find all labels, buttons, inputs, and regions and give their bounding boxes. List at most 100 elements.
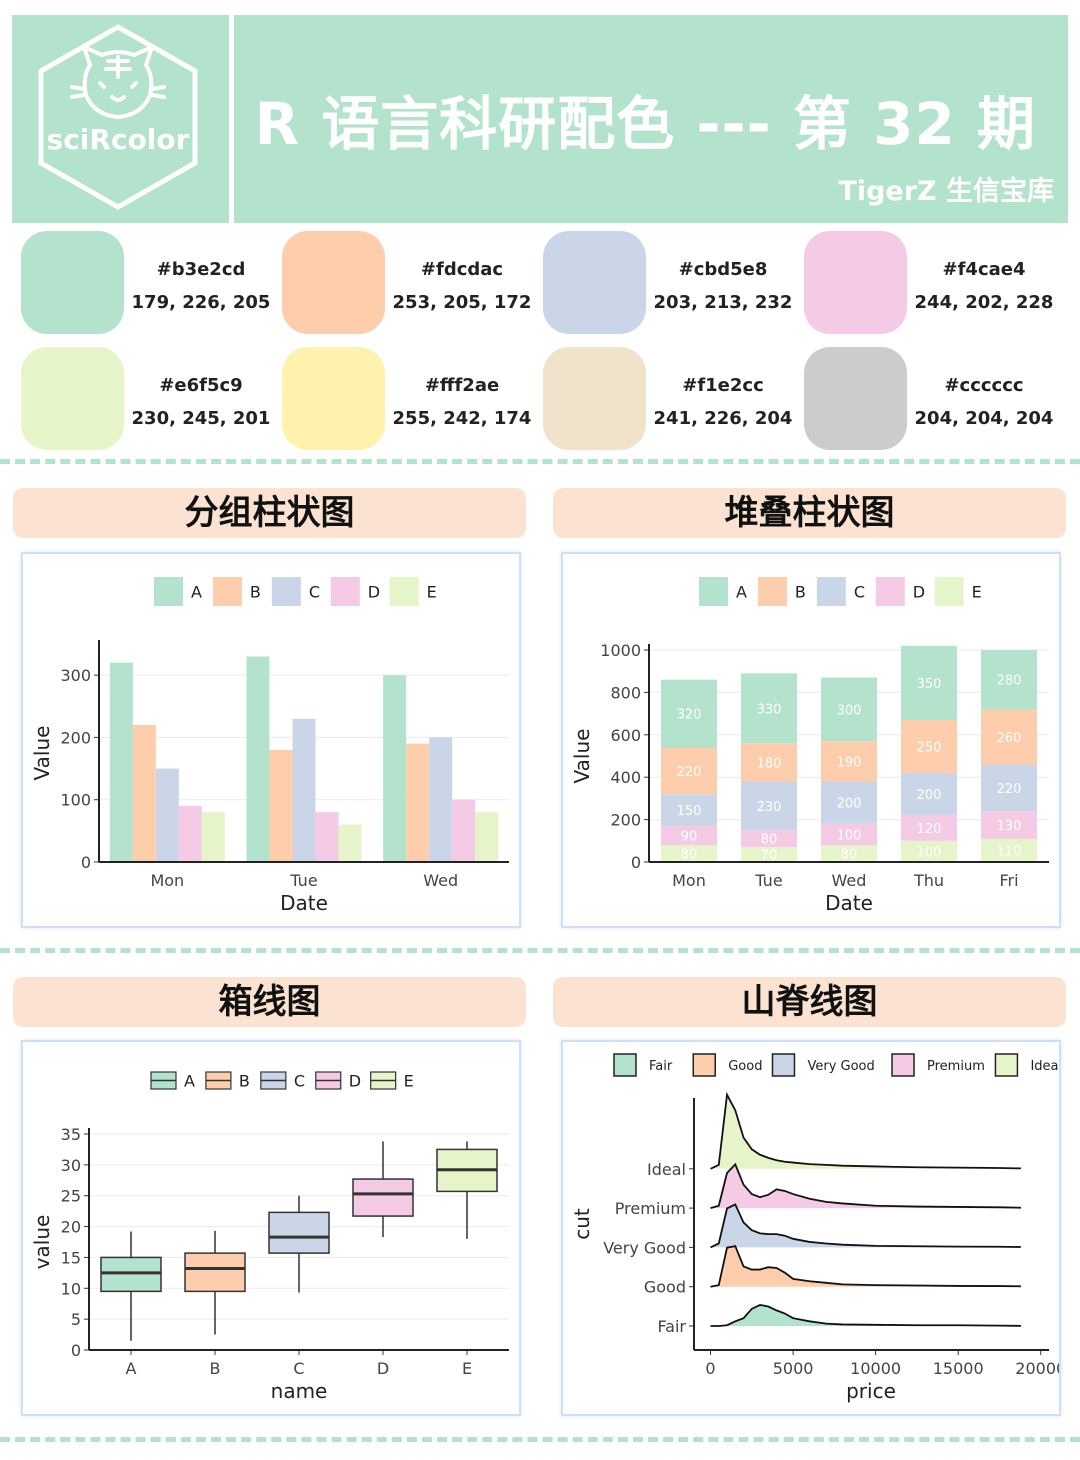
section-divider: [0, 459, 1080, 464]
stacked-bar-segment: [901, 772, 957, 816]
legend-label: B: [795, 582, 806, 601]
stacked-bar-segment: [901, 840, 957, 862]
data-label: 330: [757, 702, 782, 717]
legend-key: [154, 577, 183, 606]
ridge-area: [710, 1094, 1021, 1169]
stacked-bar-segment: [741, 830, 797, 848]
stacked-bar-segment: [981, 838, 1037, 862]
y-tick-label: 15: [61, 1248, 81, 1267]
bar: [155, 768, 179, 862]
y-tick-label: 600: [610, 726, 641, 745]
x-axis-title: Date: [280, 891, 328, 915]
stacked-bar-segment: [821, 845, 877, 862]
ridge-line: [710, 1091, 1021, 1170]
y-tick-label: 25: [61, 1187, 81, 1206]
legend-label: Premium: [927, 1059, 985, 1074]
stacked-bar-segment: [981, 709, 1037, 765]
stacked-bar-segment: [661, 825, 717, 846]
logo: sciRcolor: [38, 24, 198, 210]
stacked-bar-segment: [661, 747, 717, 795]
legend-key: [891, 1053, 915, 1077]
data-label: 150: [677, 804, 702, 819]
data-label: 80: [841, 848, 858, 863]
color-code: #cbd5e8 203, 213, 232: [653, 253, 793, 319]
y-tick-label: 0: [81, 853, 91, 872]
color-code: #f1e2cc 241, 226, 204: [653, 369, 793, 435]
legend-label: A: [736, 582, 747, 601]
x-tick-label: Tue: [754, 871, 782, 890]
legend-label: C: [294, 1071, 305, 1090]
ridge-area: [710, 1164, 1021, 1209]
color-swatch: [21, 231, 124, 334]
ridge-area: [710, 1204, 1021, 1248]
data-label: 180: [757, 756, 782, 771]
ridge-line: [710, 1245, 1021, 1288]
color-swatch: [282, 231, 385, 334]
rgb-code: 255, 242, 174: [392, 408, 532, 429]
rgb-code: 179, 226, 205: [131, 292, 271, 313]
ridge-line: [710, 1203, 1021, 1249]
stacked-bar-segment: [821, 781, 877, 824]
legend-label: E: [972, 582, 982, 601]
stacked-bar-segment: [901, 719, 957, 773]
legend-label: C: [309, 582, 320, 601]
hex-code: #cbd5e8: [678, 259, 768, 280]
stacked-bar-segment: [821, 677, 877, 742]
legend-label: B: [250, 582, 261, 601]
stacked-bar-panel: 0 200 400 600 800 1000 80 90 150 220 320 Mon 70 80 230…: [561, 552, 1061, 928]
legend-key: [330, 577, 360, 606]
stacked-bar-segment: [741, 673, 797, 744]
y-tick-label: 200: [60, 728, 91, 747]
data-label: 320: [677, 708, 702, 723]
ridgeline-panel: Fair Good Very Good Premium Ideal 0 5000 10000 1…: [561, 1040, 1061, 1416]
bar: [201, 812, 225, 862]
x-tick-label: 15000: [933, 1359, 984, 1378]
y-tick-label: Good: [644, 1278, 686, 1297]
ridge-area: [710, 1304, 1021, 1326]
rgb-code: 253, 205, 172: [392, 292, 532, 313]
bar: [292, 718, 316, 862]
color-swatch: [804, 231, 907, 334]
stacked-bar-segment: [661, 845, 717, 862]
y-tick-label: Very Good: [603, 1238, 686, 1257]
bar: [132, 724, 156, 862]
data-label: 220: [997, 782, 1022, 797]
legend-key: [757, 577, 787, 606]
rgb-code: 244, 202, 228: [914, 292, 1054, 313]
y-tick-label: Fair: [657, 1317, 686, 1336]
legend-label: C: [854, 582, 865, 601]
rgb-code: 203, 213, 232: [653, 292, 793, 313]
y-axis-title: cut: [570, 1208, 594, 1240]
x-tick-label: D: [377, 1359, 389, 1378]
grouped-bar-title: 分组柱状图: [13, 488, 526, 538]
x-tick-label: Mon: [672, 871, 706, 890]
data-label: 230: [757, 800, 782, 815]
legend-key: [692, 1053, 716, 1077]
y-tick-label: 200: [610, 811, 641, 830]
data-label: 350: [917, 677, 942, 692]
data-label: 200: [837, 797, 862, 812]
data-label: 100: [917, 845, 942, 860]
color-swatch: [282, 347, 385, 450]
section-divider: [0, 1437, 1080, 1442]
y-tick-label: 35: [61, 1125, 81, 1144]
rgb-code: 241, 226, 204: [653, 408, 793, 429]
bar: [178, 805, 202, 862]
color-code: #b3e2cd 179, 226, 205: [131, 253, 271, 319]
data-label: 130: [997, 819, 1022, 834]
x-tick-label: Mon: [150, 871, 184, 890]
color-code: #fff2ae 255, 242, 174: [392, 369, 532, 435]
x-tick-label: B: [210, 1359, 221, 1378]
y-tick-label: 10: [61, 1279, 81, 1298]
ridge-line: [710, 1162, 1021, 1209]
grouped-bar-panel: 0 100 200 300 Mon Tue Wed Date Value A B C D E: [21, 552, 521, 928]
color-code: #fdcdac 253, 205, 172: [392, 253, 532, 319]
ridge-area: [710, 1246, 1021, 1287]
data-label: 110: [997, 844, 1022, 859]
legend-key: [699, 577, 728, 606]
color-code: #f4cae4 244, 202, 228: [914, 253, 1054, 319]
rgb-code: 204, 204, 204: [914, 408, 1054, 429]
hex-code: #fdcdac: [420, 259, 504, 280]
